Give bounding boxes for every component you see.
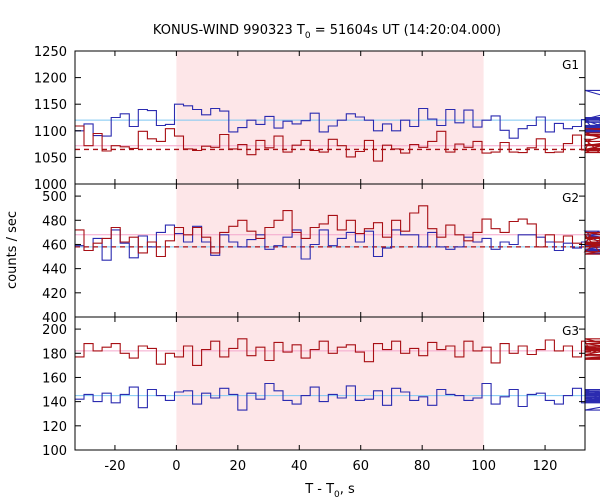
y-tick-label: 1000 <box>34 178 67 193</box>
x-tick-label: 120 <box>533 459 558 474</box>
y-tick-label: 400 <box>42 311 67 326</box>
x-axis-title: T - T0, s <box>304 482 355 500</box>
y-tick-label: 460 <box>42 238 67 253</box>
y-tick-label: 1150 <box>34 98 67 113</box>
series-red-line <box>75 338 600 366</box>
panel-label: G1 <box>562 58 579 72</box>
series-blue-line <box>75 224 600 261</box>
y-tick-label: 1100 <box>34 125 67 140</box>
series-blue-line <box>75 382 600 411</box>
y-tick-label: 1050 <box>34 151 67 166</box>
chart-title: KONUS-WIND 990323 T0 = 51604s UT (14:20:… <box>153 23 501 41</box>
panel-frame <box>74 316 586 451</box>
y-tick-label: 120 <box>42 420 67 435</box>
panel-label: G3 <box>562 324 579 338</box>
series-red-line <box>75 205 600 258</box>
x-tick-label: -20 <box>104 459 125 474</box>
panel-g3: 100 120 140 160 180 200 G3 <box>42 316 600 459</box>
x-tick-label: 40 <box>291 459 308 474</box>
y-tick-label: 500 <box>42 190 67 205</box>
series-red-line <box>75 125 600 162</box>
shaded-interval <box>176 51 484 184</box>
x-tick-label: 100 <box>471 459 496 474</box>
y-tick-label: 1250 <box>34 45 67 60</box>
y-tick-label: 480 <box>42 214 67 229</box>
x-tick-label: 0 <box>172 459 180 474</box>
shaded-interval <box>176 184 484 317</box>
chart-panels: 105011001150120012501000G142044046048050… <box>34 45 600 474</box>
x-tick-label: 20 <box>230 459 247 474</box>
series-blue-line <box>75 89 600 139</box>
panel-g2: 420 440 460 480 500 400 G2 <box>42 183 600 326</box>
y-tick-label: 420 <box>42 287 67 302</box>
y-tick-label: 200 <box>42 323 67 338</box>
y-tick-label: 180 <box>42 347 67 362</box>
x-tick-label: 60 <box>352 459 369 474</box>
y-tick-label: 140 <box>42 396 67 411</box>
panel-g1: 1050 1100 1150 1200 1250 1000 G1 <box>34 45 600 193</box>
y-tick-label: 440 <box>42 263 67 278</box>
panel-label: G2 <box>562 191 579 205</box>
y-tick-label: 160 <box>42 371 67 386</box>
shaded-interval <box>176 317 484 450</box>
y-axis-title: counts / sec <box>5 211 20 289</box>
y-tick-label: 100 <box>42 444 67 459</box>
y-tick-label: 1200 <box>34 72 67 87</box>
x-tick-label: 80 <box>414 459 431 474</box>
